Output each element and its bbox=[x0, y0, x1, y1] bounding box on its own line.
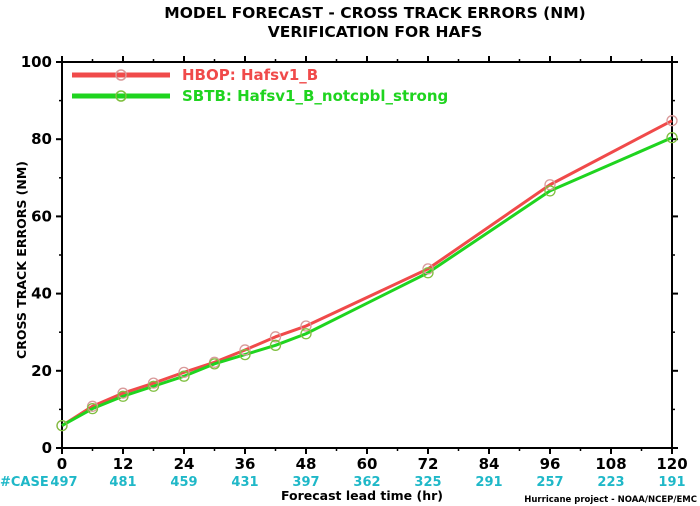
legend-entry-1: HBOP: Hafsv1_B bbox=[182, 66, 318, 84]
series-2-point bbox=[178, 370, 190, 382]
series-1-point bbox=[147, 377, 160, 389]
x-tick-label: 60 bbox=[357, 455, 378, 473]
x-tick-label: 84 bbox=[479, 455, 500, 473]
x-tick-label: 72 bbox=[418, 455, 439, 473]
series-2-point bbox=[300, 328, 312, 340]
series-2-point bbox=[117, 390, 129, 402]
series-line-1 bbox=[61, 119, 673, 427]
case-count: 291 bbox=[475, 475, 502, 490]
legend-marker-2 bbox=[115, 90, 127, 102]
x-axis-label: Forecast lead time (hr) bbox=[281, 488, 443, 503]
case-count: 191 bbox=[658, 475, 685, 490]
y-tick-label: 40 bbox=[31, 285, 52, 303]
series-2-point bbox=[208, 358, 221, 370]
x-tick-label: 96 bbox=[540, 455, 561, 473]
plot-frame bbox=[61, 61, 673, 449]
series-1-point bbox=[269, 331, 282, 343]
series-2-point bbox=[86, 402, 99, 415]
series-2-point bbox=[239, 348, 251, 361]
case-count: 497 bbox=[50, 475, 77, 490]
plot-area: 0 12 24 36 48 60 72 84 96 108 120 0 20 40 60 80 100 bbox=[21, 53, 688, 473]
y-tick-label: 60 bbox=[31, 207, 52, 225]
series-2-point bbox=[147, 380, 160, 392]
chart-subtitle: VERIFICATION FOR HAFS bbox=[268, 23, 483, 41]
series-2-point bbox=[544, 185, 556, 197]
legend-marker-1 bbox=[115, 69, 127, 81]
chart-title: MODEL FORECAST - CROSS TRACK ERRORS (NM) bbox=[164, 4, 585, 22]
x-tick-label: 12 bbox=[113, 455, 134, 473]
x-tick-label: 0 bbox=[57, 455, 67, 473]
y-tick-label: 100 bbox=[21, 53, 52, 71]
series-1-point bbox=[300, 320, 312, 332]
y-axis-label: CROSS TRACK ERRORS (NM) bbox=[14, 161, 29, 359]
case-count: 459 bbox=[170, 475, 197, 490]
series-1-point bbox=[117, 387, 129, 399]
x-tick-label: 36 bbox=[235, 455, 256, 473]
case-count-row: #CASE 497 481 459 431 397 362 325 291 257 223 191 bbox=[0, 475, 686, 490]
x-tick-label: 24 bbox=[174, 455, 195, 473]
series-2-point bbox=[666, 132, 678, 144]
series-1-point bbox=[544, 179, 556, 191]
y-tick-label: 0 bbox=[42, 439, 52, 457]
series-2-point bbox=[56, 419, 68, 432]
y-tick-label: 20 bbox=[31, 362, 52, 380]
case-count: 362 bbox=[353, 475, 380, 490]
case-count: 257 bbox=[536, 475, 563, 490]
series-1-point bbox=[239, 344, 251, 356]
case-count: 431 bbox=[231, 475, 258, 490]
legend-entry-2: SBTB: Hafsv1_B_notcpbl_strong bbox=[182, 87, 448, 105]
credit-text: Hurricane project - NOAA/NCEP/EMC bbox=[524, 495, 697, 505]
y-tick-label: 80 bbox=[31, 130, 52, 148]
series-1-point bbox=[666, 115, 678, 127]
case-count: 223 bbox=[597, 475, 624, 490]
case-row-label: #CASE bbox=[0, 475, 49, 490]
series-2-point bbox=[269, 339, 282, 351]
x-tick-label: 120 bbox=[656, 455, 687, 473]
case-count: 397 bbox=[292, 475, 319, 490]
series-1-point bbox=[178, 366, 190, 378]
series-2-point bbox=[422, 267, 434, 279]
x-tick-label: 108 bbox=[595, 455, 626, 473]
case-count: 325 bbox=[414, 475, 441, 490]
series-marks bbox=[56, 115, 678, 432]
series-1-point bbox=[422, 263, 434, 275]
legend: HBOP: Hafsv1_B SBTB: Hafsv1_B_notcpbl_str… bbox=[72, 66, 448, 105]
case-count: 481 bbox=[109, 475, 136, 490]
x-tick-label: 48 bbox=[296, 455, 317, 473]
